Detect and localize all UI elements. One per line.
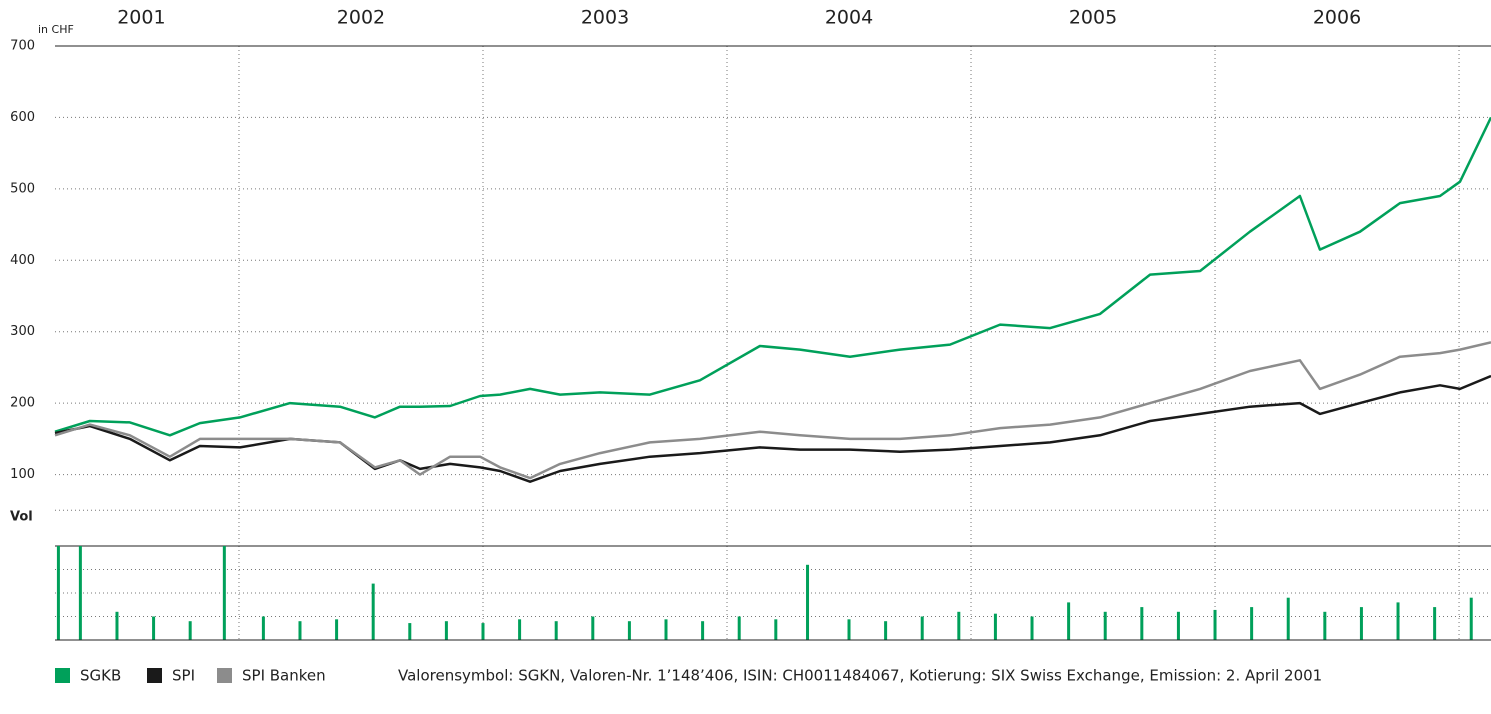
volume-bar	[222, 546, 226, 640]
volume-bar	[1396, 602, 1400, 640]
volume-bar	[261, 616, 265, 640]
volume-bar	[1323, 611, 1327, 640]
volume-bar	[993, 613, 997, 640]
volume-bar	[1067, 602, 1071, 640]
volume-bar	[1030, 616, 1034, 640]
y-tick-label: 600	[10, 110, 35, 125]
series-line	[54, 341, 1491, 480]
volume-bar	[408, 623, 412, 640]
y-tick-label: 300	[10, 324, 35, 339]
legend-swatch	[217, 668, 232, 683]
volume-bar	[1433, 607, 1437, 640]
y-tick-label: 500	[10, 181, 35, 196]
volume-bar	[957, 611, 961, 640]
volume-bar	[371, 583, 375, 640]
y-tick-label: 400	[10, 253, 35, 268]
volume-bar	[188, 621, 192, 640]
y-tick-label: 100	[10, 467, 35, 482]
x-tick-label: 2006	[1313, 7, 1361, 29]
volume-bar	[806, 564, 810, 640]
volume-bar	[481, 623, 485, 640]
volume-bar	[627, 621, 631, 640]
series-line	[54, 116, 1491, 437]
y-axis-label: in CHF	[38, 23, 74, 36]
footnote: Valorensymbol: SGKN, Valoren-Nr. 1’148’4…	[398, 667, 1322, 685]
x-tick-label: 2005	[1069, 7, 1117, 29]
volume-bar	[56, 546, 60, 640]
volume-bar	[1359, 607, 1363, 640]
x-tick-label: 2003	[581, 7, 629, 29]
volume-bar	[591, 616, 595, 640]
x-tick-label: 2001	[117, 7, 165, 29]
volume-bar	[737, 616, 741, 640]
volume-bar	[701, 621, 705, 640]
series-line	[54, 374, 1491, 483]
volume-bar	[518, 619, 522, 640]
legend-label: SGKB	[80, 667, 121, 685]
volume-bar	[920, 616, 924, 640]
y-tick-label: 200	[10, 396, 35, 411]
volume-bar	[1286, 597, 1290, 640]
x-tick-label: 2004	[825, 7, 873, 29]
volume-bar	[1176, 611, 1180, 640]
volume-bar	[1140, 607, 1144, 640]
legend-swatch	[55, 668, 70, 683]
volume-bar	[1469, 597, 1473, 640]
volume-bar	[1250, 607, 1254, 640]
legend-label: SPI	[172, 667, 195, 685]
legend-swatch	[147, 668, 162, 683]
volume-label: Vol	[10, 510, 33, 525]
volume-bar	[335, 619, 339, 640]
volume-bar	[298, 621, 302, 640]
y-tick-label: 700	[10, 39, 35, 54]
volume-bar	[115, 611, 119, 640]
volume-bar	[774, 619, 778, 640]
volume-bar	[1103, 611, 1107, 640]
volume-bar	[444, 621, 448, 640]
volume-bar	[152, 616, 156, 640]
volume-bar	[78, 546, 82, 640]
volume-bar	[847, 619, 851, 640]
volume-bar	[1213, 609, 1217, 640]
volume-bar	[884, 621, 888, 640]
volume-bar	[554, 621, 558, 640]
volume-bar	[664, 619, 668, 640]
legend-label: SPI Banken	[242, 667, 326, 685]
x-tick-label: 2002	[337, 7, 385, 29]
